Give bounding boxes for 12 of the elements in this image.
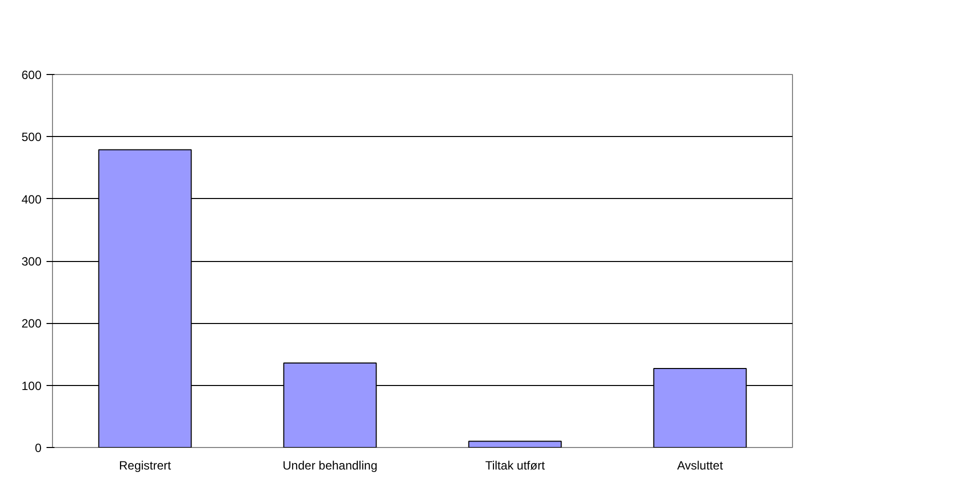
y-tick-label: 500	[21, 130, 42, 144]
y-tick-label: 300	[21, 254, 42, 268]
y-tick-label: 600	[21, 68, 42, 82]
x-tick-label: Tiltak utført	[485, 458, 546, 472]
y-tick-label: 100	[21, 378, 42, 393]
x-tick-label: Registrert	[118, 458, 172, 472]
x-tick-label: Under behandling	[282, 458, 378, 472]
bar	[468, 440, 562, 448]
y-tick-label: 200	[21, 316, 42, 331]
x-tick-label: Avsluttet	[677, 458, 724, 472]
y-tick-label: 0	[34, 441, 42, 455]
y-tick-label: 400	[21, 192, 42, 206]
